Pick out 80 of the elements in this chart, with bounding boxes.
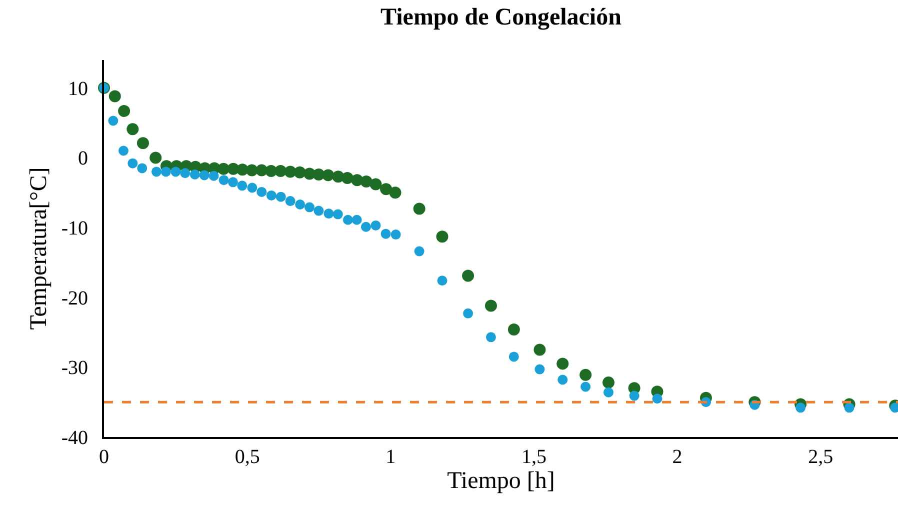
point <box>389 186 402 199</box>
point <box>247 182 258 193</box>
point <box>266 190 276 200</box>
point <box>190 170 200 180</box>
point <box>285 196 296 206</box>
point <box>486 332 496 342</box>
point <box>118 146 128 156</box>
point <box>370 220 381 230</box>
point <box>208 170 219 181</box>
x-tick-label: 1,5 <box>521 446 546 468</box>
point <box>390 230 401 240</box>
point <box>341 172 354 184</box>
point <box>437 276 448 286</box>
point <box>580 368 592 381</box>
point <box>180 168 190 178</box>
point <box>602 376 614 389</box>
point <box>274 165 287 178</box>
point <box>342 214 353 225</box>
point <box>295 200 306 210</box>
point <box>276 192 286 202</box>
point <box>136 137 149 150</box>
point <box>508 352 519 362</box>
point <box>108 116 118 126</box>
point <box>256 186 267 197</box>
point <box>380 183 392 196</box>
point <box>380 228 391 239</box>
point <box>108 90 121 102</box>
x-tick-label: 2 <box>672 446 682 468</box>
point <box>360 175 372 188</box>
point <box>314 206 324 216</box>
point <box>170 166 181 177</box>
y-axis-title: Temperatura[°C] <box>26 167 52 330</box>
point <box>414 246 424 256</box>
x-tick-label: 0,5 <box>234 446 260 468</box>
point <box>218 175 229 186</box>
point <box>324 208 334 219</box>
point <box>218 162 230 175</box>
point <box>370 178 382 190</box>
x-axis-title: Tiempo [h] <box>447 468 555 494</box>
point <box>413 202 426 215</box>
point <box>322 169 334 182</box>
point <box>436 230 448 243</box>
point <box>463 308 474 318</box>
point <box>484 300 497 312</box>
point <box>237 180 248 191</box>
x-tick-label: 2,5 <box>808 446 834 468</box>
point <box>603 387 614 398</box>
point <box>844 402 854 413</box>
point <box>128 158 138 168</box>
point <box>360 222 371 232</box>
point <box>508 323 520 336</box>
point <box>160 166 171 177</box>
x-tick-label: 1 <box>386 446 396 468</box>
y-tick-label: 0 <box>78 148 88 170</box>
point <box>534 364 545 374</box>
point <box>558 374 568 385</box>
point <box>332 209 343 220</box>
y-tick-label: -10 <box>61 218 88 240</box>
x-tick-label: 0 <box>99 446 109 468</box>
point <box>580 382 591 392</box>
y-tick-label: -20 <box>61 287 88 310</box>
point <box>556 358 569 370</box>
point <box>126 123 139 136</box>
chart-title: Tiempo de Congelación <box>380 4 622 31</box>
point <box>150 152 162 164</box>
point <box>304 202 315 212</box>
point <box>796 402 806 413</box>
y-tick-label: -40 <box>61 427 88 449</box>
point <box>629 390 640 401</box>
point <box>228 177 238 188</box>
point <box>352 214 362 225</box>
point <box>137 163 148 174</box>
y-tick-label: 10 <box>68 78 88 100</box>
point <box>534 344 546 356</box>
point <box>652 394 662 404</box>
point <box>199 170 210 180</box>
point <box>462 270 474 282</box>
point <box>151 166 162 177</box>
point <box>118 104 130 117</box>
y-tick-label: -30 <box>61 357 88 380</box>
